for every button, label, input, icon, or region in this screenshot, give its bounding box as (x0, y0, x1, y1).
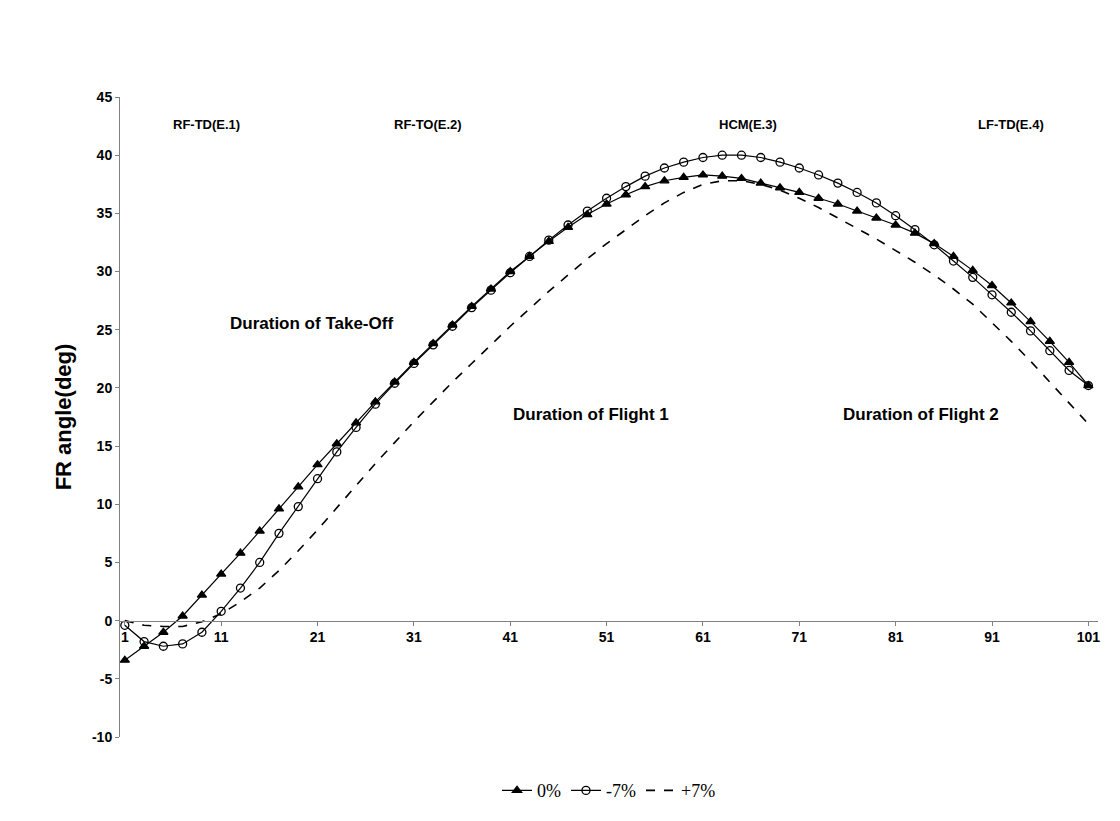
svg-text:Duration of Take-Off: Duration of Take-Off (230, 314, 393, 333)
svg-text:15: 15 (97, 438, 113, 454)
svg-text:LF-TD(E.4): LF-TD(E.4) (978, 117, 1044, 132)
svg-text:91: 91 (984, 629, 1000, 645)
svg-text:1: 1 (121, 629, 129, 645)
svg-text:RF-TO(E.2): RF-TO(E.2) (394, 117, 462, 132)
svg-text:-5: -5 (100, 671, 113, 687)
svg-text:0: 0 (104, 613, 112, 629)
svg-text:+7%: +7% (681, 781, 715, 801)
svg-text:35: 35 (97, 205, 113, 221)
svg-text:21: 21 (310, 629, 326, 645)
svg-text:45: 45 (97, 89, 113, 105)
svg-text:Duration of Flight 2: Duration of Flight 2 (843, 405, 999, 424)
svg-text:40: 40 (97, 147, 113, 163)
svg-text:5: 5 (104, 554, 112, 570)
svg-text:51: 51 (599, 629, 615, 645)
svg-text:25: 25 (97, 322, 113, 338)
svg-text:-10: -10 (92, 729, 112, 745)
svg-text:20: 20 (97, 380, 113, 396)
svg-text:0%: 0% (537, 781, 561, 801)
svg-text:11: 11 (214, 629, 229, 645)
svg-text:61: 61 (695, 629, 711, 645)
svg-text:101: 101 (1077, 629, 1101, 645)
svg-text:41: 41 (502, 629, 518, 645)
svg-text:71: 71 (792, 629, 808, 645)
svg-text:RF-TD(E.1): RF-TD(E.1) (173, 117, 240, 132)
svg-text:HCM(E.3): HCM(E.3) (719, 117, 777, 132)
svg-text:81: 81 (888, 629, 904, 645)
svg-text:31: 31 (406, 629, 422, 645)
svg-text:-7%: -7% (606, 781, 636, 801)
svg-text:30: 30 (97, 263, 113, 279)
svg-text:FR angle(deg): FR angle(deg) (51, 344, 76, 491)
svg-text:10: 10 (97, 496, 113, 512)
svg-text:Duration of Flight 1: Duration of Flight 1 (513, 405, 669, 424)
